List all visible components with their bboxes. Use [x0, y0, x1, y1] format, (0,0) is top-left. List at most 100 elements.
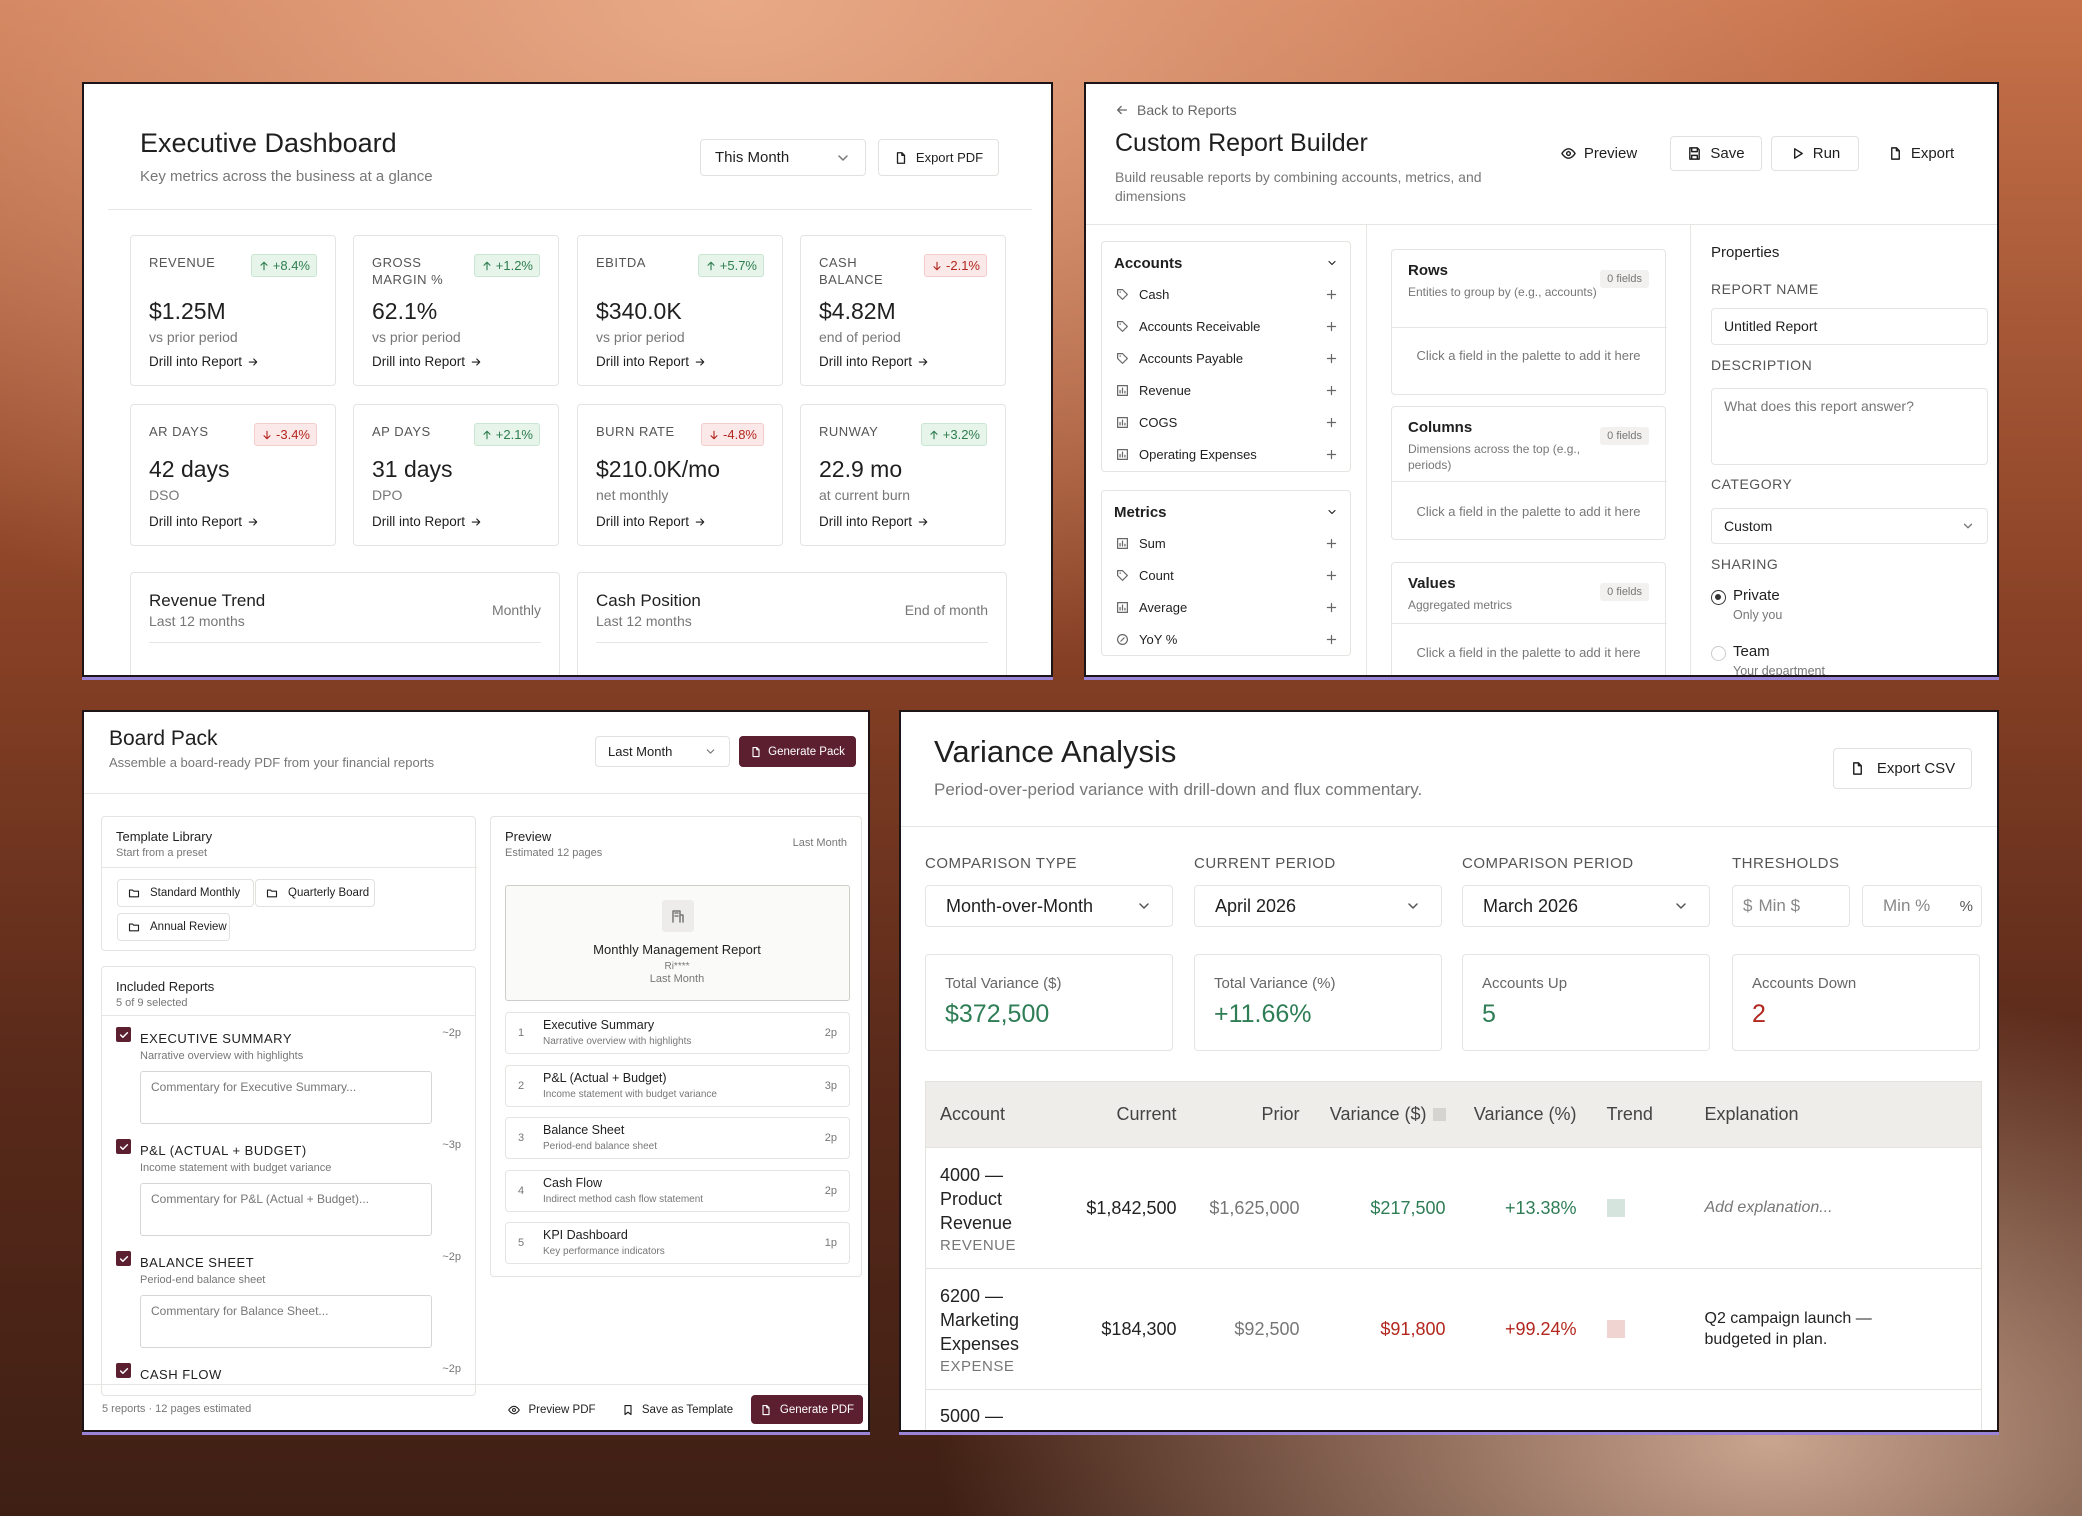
item-pages: 1p	[824, 1237, 837, 1249]
item-number: 2	[518, 1079, 525, 1092]
stat-label: Accounts Up	[1482, 975, 1568, 992]
chev-icon	[1139, 903, 1149, 909]
explanation-placeholder[interactable]: Add explanation...	[1704, 1199, 1833, 1216]
action-label: Export	[1910, 145, 1955, 162]
divider	[102, 1015, 475, 1016]
min-amount-input[interactable]: $ Min $	[1732, 885, 1850, 927]
filter-select[interactable]: Month-over-Month	[925, 885, 1173, 927]
report-checkbox[interactable]	[116, 1363, 131, 1378]
action-button[interactable]: Run	[1771, 136, 1859, 171]
report-name-input[interactable]: Untitled Report	[1711, 308, 1988, 345]
drill-link[interactable]: Drill into Report	[819, 354, 987, 369]
trend-indicator	[1606, 1199, 1625, 1217]
filter-select[interactable]: April 2026	[1194, 885, 1442, 927]
stat-card: Total Variance ($) $372,500	[925, 954, 1173, 1051]
kpi-card: GROSS MARGIN % +1.2% 62.1% vs prior period D…	[353, 235, 559, 386]
explanation-text: Q2 campaign launch — budgeted in plan.	[1704, 1310, 1872, 1348]
included-reports: Included Reports 5 of 9 selected EXECUTIVE…	[101, 966, 476, 1396]
kpi-change-value: +5.7%	[719, 258, 757, 273]
report-checkbox[interactable]	[116, 1251, 131, 1266]
doc-glyph	[896, 151, 906, 164]
export-button[interactable]: Export PDF	[878, 139, 999, 176]
variance-pct-value: +13.38%	[1504, 1197, 1577, 1218]
field-label: CATEGORY	[1711, 476, 1793, 492]
palette-item[interactable]: YoY %	[1116, 625, 1338, 653]
board-pack: Board Pack Assemble a board-ready PDF fro…	[82, 710, 870, 1432]
chart-icon	[1117, 448, 1128, 460]
stat-value: $372,500	[945, 1000, 1050, 1028]
zone-title: Values	[1408, 575, 1456, 592]
footer-action[interactable]: Generate PDF	[751, 1395, 863, 1424]
plus-icon	[1326, 353, 1337, 363]
dashboard-subtitle: Key metrics across the business at a gla…	[140, 168, 433, 185]
report-name: CASH FLOW	[140, 1367, 222, 1382]
report-checkbox[interactable]	[116, 1027, 131, 1042]
kpi-change: -2.1%	[924, 254, 987, 277]
commentary-input[interactable]: Commentary for Executive Summary...	[140, 1071, 432, 1124]
commentary-input[interactable]: Commentary for Balance Sheet...	[140, 1295, 432, 1348]
check-icon	[119, 1031, 128, 1038]
column-label: Explanation	[1704, 1104, 1799, 1124]
palette-item[interactable]: Cash	[1116, 280, 1338, 308]
radio[interactable]	[1711, 590, 1726, 605]
drill-link[interactable]: Drill into Report	[149, 514, 317, 529]
description-input[interactable]: What does this report answer?	[1711, 388, 1988, 465]
period-select[interactable]: This Month	[700, 139, 866, 176]
drill-link[interactable]: Drill into Report	[149, 354, 317, 369]
drill-link[interactable]: Drill into Report	[372, 514, 540, 529]
action-button[interactable]: Preview	[1546, 136, 1652, 171]
tag-icon	[1117, 352, 1128, 364]
kpi-header: CASH BALANCE -2.1%	[819, 254, 987, 288]
back-link[interactable]: Back to Reports	[1115, 102, 1237, 118]
footer-action[interactable]: Save as Template	[613, 1395, 742, 1424]
kpi-change: -3.4%	[254, 423, 317, 446]
footer-action-label: Generate PDF	[779, 1403, 855, 1416]
min-percent-input[interactable]: Min %%	[1862, 885, 1982, 927]
drill-link[interactable]: Drill into Report	[372, 354, 540, 369]
drill-link[interactable]: Drill into Report	[596, 514, 764, 529]
drill-link[interactable]: Drill into Report	[596, 354, 764, 369]
template-name: Standard Monthly	[150, 887, 241, 899]
radio[interactable]	[1711, 646, 1726, 661]
export-csv[interactable]: Export CSV	[1833, 748, 1972, 789]
account-value: 6200 — Marketing Expenses	[940, 1285, 1020, 1354]
action-button[interactable]: Export	[1869, 136, 1973, 171]
up-glyph	[707, 261, 715, 270]
palette-item[interactable]: COGS	[1116, 408, 1338, 436]
zone-divider	[1392, 327, 1667, 328]
drill-link-label: Drill into Report	[596, 514, 690, 529]
footer-action[interactable]: Preview PDF	[499, 1395, 605, 1424]
template-chip[interactable]: Standard Monthly	[117, 879, 254, 907]
action-button[interactable]: Save	[1670, 136, 1762, 171]
template-chip[interactable]: Annual Review	[117, 913, 230, 941]
library-title: Template Library	[116, 829, 213, 844]
column-header: Explanation	[1682, 1082, 1982, 1148]
check-icon	[119, 1143, 128, 1150]
palette-item[interactable]: Operating Expenses	[1116, 440, 1338, 468]
palette-item[interactable]: Accounts Payable	[1116, 344, 1338, 372]
palette-item-label: COGS	[1139, 414, 1178, 430]
category-select[interactable]: Custom	[1711, 508, 1988, 544]
template-chip[interactable]: Quarterly Board	[255, 879, 375, 907]
palette-item[interactable]: Accounts Receivable	[1116, 312, 1338, 340]
chart-divider	[149, 642, 541, 643]
filter-label: COMPARISON TYPE	[925, 855, 1077, 872]
drill-link[interactable]: Drill into Report	[819, 514, 987, 529]
report-name: EXECUTIVE SUMMARY	[140, 1031, 293, 1046]
prior-value: $92,500	[1234, 1318, 1300, 1339]
palette-item[interactable]: Revenue	[1116, 376, 1338, 404]
filter-select[interactable]: March 2026	[1462, 885, 1710, 927]
kpi-change-value: +3.2%	[942, 427, 980, 442]
zone-empty: Click a field in the palette to add it h…	[1416, 645, 1641, 660]
kpi-value: 22.9 mo	[819, 456, 903, 482]
palette-item[interactable]: Average	[1116, 593, 1338, 621]
kpi-label: GROSS MARGIN %	[372, 255, 444, 287]
drill-link-label: Drill into Report	[819, 514, 913, 529]
amount-placeholder: Min $	[1758, 896, 1801, 915]
generate-pack[interactable]: Generate Pack	[739, 736, 856, 767]
palette-item[interactable]: Count	[1116, 561, 1338, 589]
report-checkbox[interactable]	[116, 1139, 131, 1154]
period-select[interactable]: Last Month	[595, 736, 730, 767]
commentary-input[interactable]: Commentary for P&L (Actual + Budget)...	[140, 1183, 432, 1236]
palette-item[interactable]: Sum	[1116, 529, 1338, 557]
